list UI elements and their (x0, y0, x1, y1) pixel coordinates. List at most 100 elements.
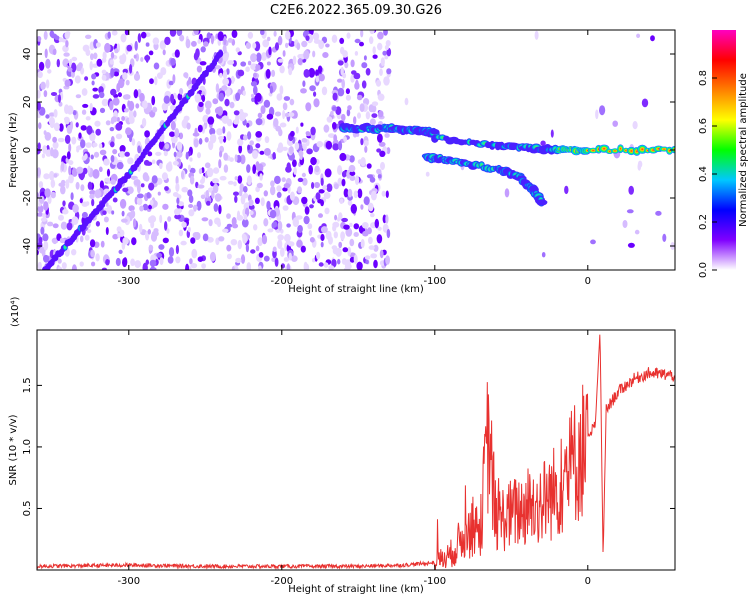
noise-speckle (282, 205, 289, 211)
noise-speckle (92, 169, 100, 179)
noise-speckle (158, 140, 165, 150)
noise-speckle (632, 121, 638, 130)
noise-speckle (188, 204, 194, 208)
noise-speckle (288, 67, 293, 76)
noise-speckle (188, 209, 195, 217)
noise-speckle (168, 80, 174, 86)
noise-speckle (229, 101, 235, 109)
noise-speckle (105, 259, 110, 266)
noise-speckle (106, 168, 111, 177)
noise-speckle (341, 78, 346, 89)
x-tick-label: 0 (585, 576, 591, 587)
noise-speckle (294, 142, 300, 151)
colorbar-label: Normalized spectral amplitude (738, 73, 749, 227)
noise-speckle (292, 159, 297, 168)
noise-speckle (77, 62, 83, 69)
noise-speckle (260, 30, 265, 35)
noise-speckle (369, 176, 376, 183)
noise-speckle (377, 174, 382, 179)
noise-speckle (71, 264, 77, 270)
noise-speckle (145, 42, 150, 47)
noise-speckle (199, 61, 207, 66)
noise-speckle (273, 118, 279, 128)
noise-speckle (300, 88, 307, 94)
noise-speckle (144, 174, 150, 182)
noise-speckle (50, 92, 58, 96)
noise-speckle (90, 249, 95, 258)
noise-speckle (42, 145, 48, 154)
noise-speckle (150, 232, 158, 242)
noise-speckle (87, 165, 91, 174)
noise-speckle (226, 253, 232, 260)
noise-speckle (79, 198, 83, 204)
noise-speckle (286, 263, 290, 270)
noise-speckle (68, 143, 72, 153)
noise-speckle (122, 72, 128, 80)
noise-speckle (342, 247, 349, 253)
noise-speckle (218, 159, 222, 169)
noise-speckle (170, 104, 176, 111)
noise-speckle (301, 40, 308, 48)
noise-speckle (270, 185, 276, 196)
noise-speckle (148, 244, 154, 251)
noise-speckle (305, 102, 312, 112)
noise-speckle (241, 218, 249, 228)
noise-speckle (357, 188, 363, 199)
noise-speckle (322, 185, 328, 191)
noise-speckle (100, 240, 105, 248)
noise-speckle (383, 76, 390, 86)
noise-speckle (292, 55, 297, 65)
noise-speckle (79, 235, 84, 243)
noise-speckle (41, 250, 46, 257)
noise-speckle (650, 35, 655, 42)
noise-speckle (251, 97, 255, 103)
noise-speckle (72, 110, 77, 116)
noise-speckle (110, 141, 115, 148)
noise-speckle (81, 201, 89, 207)
noise-speckle (359, 103, 365, 112)
noise-speckle (175, 244, 179, 255)
noise-speckle (365, 111, 371, 120)
noise-speckle (338, 140, 343, 151)
noise-speckle (60, 221, 68, 230)
y-tick-label: 0.5 (22, 501, 33, 517)
noise-speckle (112, 197, 118, 203)
noise-speckle (229, 157, 234, 163)
noise-speckle (124, 108, 129, 113)
noise-speckle (253, 224, 258, 231)
noise-speckle (253, 85, 258, 96)
noise-speckle (148, 182, 155, 191)
noise-speckle (345, 94, 351, 101)
noise-speckle (121, 116, 125, 121)
chart-title: C2E6.2022.365.09.30.G26 (270, 3, 442, 18)
noise-speckle (250, 93, 255, 98)
noise-speckle (104, 42, 111, 53)
colorbar-tick-label: 0.8 (698, 70, 709, 86)
signal-feature-layer (42, 50, 675, 270)
noise-speckle (380, 161, 385, 171)
noise-speckle (364, 255, 371, 260)
noise-speckle (158, 244, 165, 250)
noise-speckle (289, 191, 295, 201)
noise-speckle (365, 259, 369, 265)
noise-speckle (113, 71, 120, 77)
snr-background (37, 330, 675, 570)
noise-speckle (164, 186, 169, 191)
noise-speckle (230, 239, 238, 246)
noise-speckle (181, 186, 189, 193)
noise-speckle (143, 159, 150, 166)
noise-speckle (68, 165, 72, 176)
noise-speckle (56, 58, 60, 68)
noise-speckle (102, 51, 107, 60)
noise-speckle (318, 189, 325, 194)
noise-speckle (91, 80, 95, 86)
noise-speckle (135, 103, 140, 109)
noise-speckle (189, 167, 196, 174)
noise-speckle (155, 151, 162, 156)
noise-speckle (384, 133, 390, 138)
noise-speckle (245, 66, 250, 72)
noise-speckle (279, 122, 287, 128)
noise-speckle (233, 181, 237, 187)
noise-speckle (296, 239, 303, 248)
noise-speckle (119, 58, 125, 65)
